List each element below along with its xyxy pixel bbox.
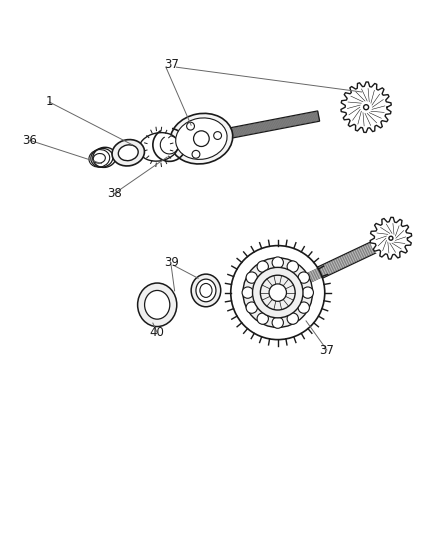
Text: 1: 1 (46, 95, 53, 109)
Circle shape (298, 302, 309, 313)
Circle shape (302, 287, 314, 298)
Circle shape (214, 132, 222, 140)
Circle shape (246, 272, 258, 283)
Ellipse shape (145, 290, 170, 319)
Circle shape (260, 275, 295, 310)
Text: 38: 38 (107, 187, 122, 200)
Circle shape (231, 246, 325, 340)
Ellipse shape (138, 283, 177, 327)
Ellipse shape (170, 114, 233, 164)
Circle shape (269, 284, 286, 301)
Ellipse shape (191, 274, 221, 307)
Ellipse shape (200, 284, 212, 297)
Circle shape (287, 313, 298, 324)
Text: 36: 36 (22, 134, 37, 147)
Polygon shape (275, 231, 400, 298)
Text: 40: 40 (150, 326, 165, 339)
Ellipse shape (196, 279, 216, 302)
Circle shape (272, 317, 283, 328)
Circle shape (242, 287, 253, 298)
Ellipse shape (93, 154, 106, 163)
Circle shape (257, 313, 268, 324)
Circle shape (192, 150, 200, 158)
Circle shape (298, 272, 309, 283)
Ellipse shape (176, 118, 227, 159)
Circle shape (194, 131, 209, 147)
Circle shape (389, 236, 393, 240)
Text: 37: 37 (164, 59, 179, 71)
Circle shape (287, 261, 298, 272)
Circle shape (364, 104, 369, 110)
Circle shape (246, 302, 258, 313)
Text: 39: 39 (164, 256, 179, 269)
Ellipse shape (118, 145, 138, 160)
Ellipse shape (112, 140, 145, 166)
Circle shape (341, 82, 391, 133)
Ellipse shape (139, 133, 179, 161)
Text: 37: 37 (319, 344, 334, 357)
Circle shape (370, 217, 412, 259)
Circle shape (272, 257, 283, 268)
Circle shape (187, 122, 194, 130)
Circle shape (257, 261, 268, 272)
Circle shape (243, 258, 313, 327)
Circle shape (253, 268, 303, 318)
Polygon shape (177, 111, 320, 148)
